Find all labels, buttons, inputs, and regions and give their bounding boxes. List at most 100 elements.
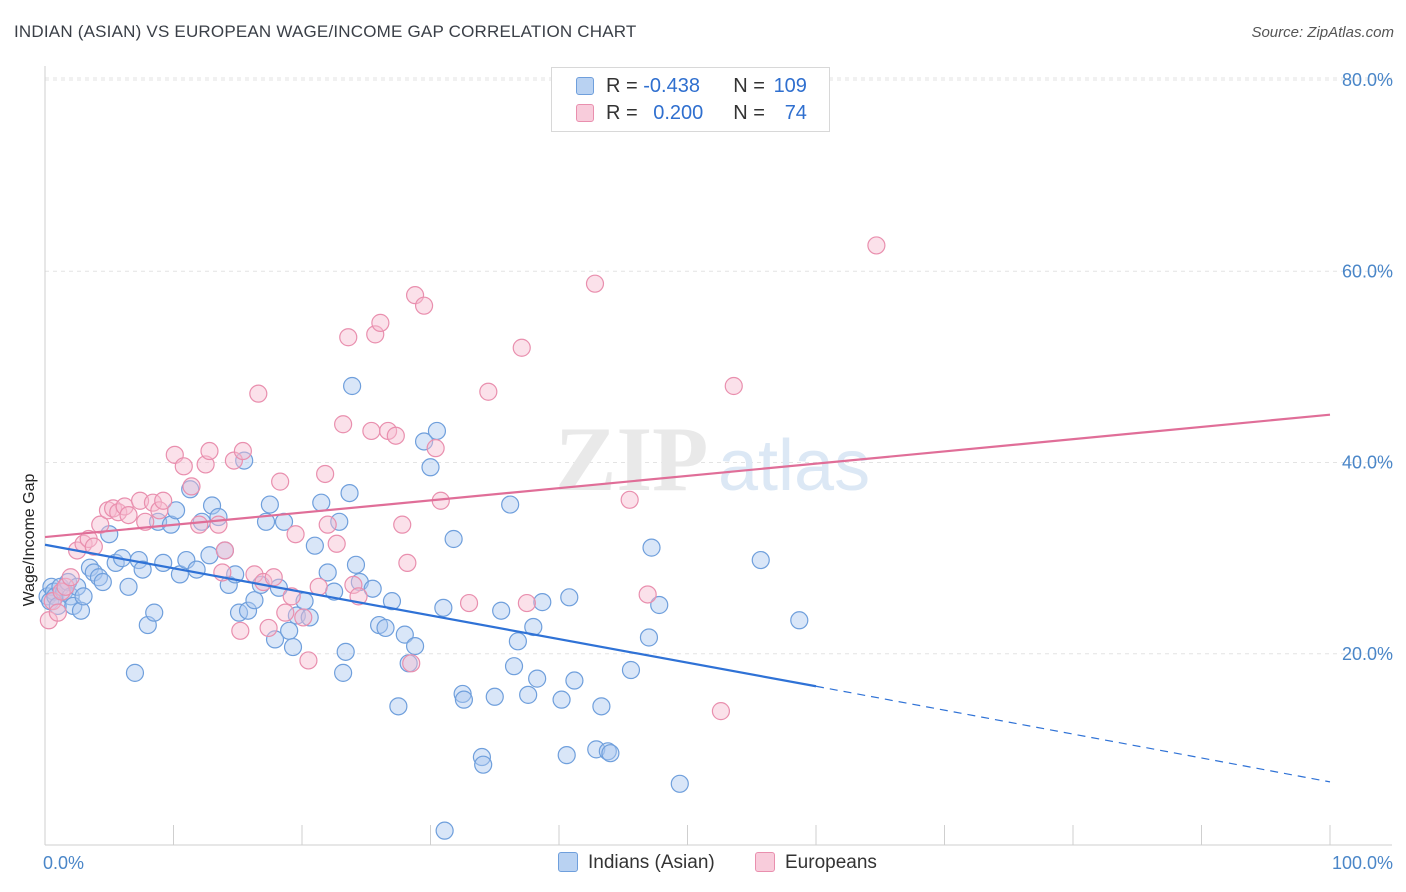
- point-europeans: [215, 541, 234, 560]
- point-indians-asian: [504, 657, 524, 676]
- point-indians-asian: [389, 697, 408, 716]
- point-indians-asian: [305, 536, 324, 555]
- watermark: ZIPatlas: [555, 408, 870, 510]
- legend-r-value: 0.200: [653, 102, 704, 124]
- point-europeans: [249, 384, 268, 403]
- point-europeans: [316, 464, 335, 484]
- legend-item-europeans[interactable]: Europeans: [755, 852, 877, 874]
- watermark-zip: ZIP: [555, 408, 708, 510]
- point-indians-asian: [340, 484, 359, 503]
- point-indians-asian: [238, 601, 258, 620]
- point-europeans: [282, 587, 301, 606]
- point-europeans: [264, 568, 283, 587]
- point-indians-asian: [119, 577, 138, 596]
- point-europeans: [182, 477, 201, 496]
- point-indians-asian: [125, 663, 145, 682]
- legend-item-indians[interactable]: Indians (Asian): [558, 852, 715, 874]
- legend-n-value: 109: [773, 75, 807, 97]
- legend-n-value: 74: [784, 102, 807, 124]
- point-europeans: [398, 553, 417, 573]
- point-indians-asian: [485, 687, 504, 706]
- trend-line-indians-asian-extrapolated: [815, 685, 1331, 783]
- point-indians-asian: [790, 611, 809, 630]
- trend-line-indians-asian: [44, 543, 817, 688]
- point-europeans: [91, 515, 110, 534]
- legend-n-label: N =: [733, 75, 765, 97]
- point-indians-asian: [414, 432, 434, 451]
- point-europeans: [196, 455, 215, 474]
- point-europeans: [286, 525, 305, 544]
- point-europeans: [711, 702, 731, 721]
- legend-r-label: R =: [606, 102, 638, 124]
- point-europeans: [299, 651, 318, 670]
- point-indians-asian: [587, 740, 606, 759]
- point-indians-asian: [552, 690, 571, 709]
- point-europeans: [150, 501, 169, 520]
- legend-n-label: N =: [733, 102, 765, 124]
- point-europeans: [200, 441, 219, 461]
- point-indians-asian: [336, 642, 355, 661]
- point-europeans: [56, 577, 75, 596]
- point-indians-asian: [454, 690, 474, 709]
- point-europeans: [344, 575, 363, 595]
- point-indians-asian: [557, 746, 576, 765]
- point-indians-asian: [533, 593, 552, 612]
- point-indians-asian: [592, 697, 611, 716]
- point-indians-asian: [133, 560, 152, 579]
- point-europeans: [190, 515, 209, 534]
- point-indians-asian: [405, 636, 425, 656]
- point-indians-asian: [235, 451, 254, 470]
- point-europeans: [620, 490, 639, 509]
- point-europeans: [309, 577, 328, 596]
- point-indians-asian: [639, 628, 659, 647]
- point-indians-asian: [300, 608, 319, 627]
- point-europeans: [724, 376, 743, 396]
- point-indians-asian: [154, 553, 173, 573]
- point-europeans: [61, 568, 80, 587]
- point-indians-asian: [528, 669, 547, 688]
- point-indians-asian: [74, 587, 93, 606]
- y-tick-label: 60.0%: [1342, 261, 1393, 281]
- point-europeans: [339, 328, 358, 347]
- point-indians-asian: [363, 579, 382, 598]
- legend-row-indians: R = -0.438 N = 109: [576, 75, 807, 99]
- point-indians-asian: [670, 774, 689, 793]
- point-europeans: [318, 515, 337, 534]
- point-europeans: [366, 325, 385, 344]
- point-indians-asian: [598, 742, 617, 761]
- point-europeans: [393, 515, 412, 534]
- point-indians-asian: [601, 744, 620, 763]
- x-tick-label: 100.0%: [1332, 853, 1393, 873]
- point-europeans: [154, 491, 173, 510]
- point-europeans: [276, 603, 295, 622]
- legend-swatch-pink: [755, 852, 775, 872]
- legend-r-value: -0.438: [643, 75, 700, 97]
- point-europeans: [334, 415, 353, 434]
- stats-legend: R = -0.438 N = 109 R = 0.200 N = 74: [551, 67, 830, 132]
- y-tick-label: 80.0%: [1342, 70, 1393, 90]
- legend-swatch-pink: [576, 104, 594, 122]
- point-indians-asian: [508, 632, 527, 651]
- point-indians-asian: [434, 598, 453, 617]
- point-indians-asian: [453, 684, 472, 704]
- point-europeans: [174, 457, 193, 476]
- point-europeans: [371, 313, 390, 332]
- point-europeans: [517, 593, 536, 613]
- point-indians-asian: [376, 618, 395, 638]
- point-indians-asian: [642, 538, 661, 557]
- point-indians-asian: [560, 588, 579, 607]
- point-europeans: [294, 608, 313, 627]
- point-europeans: [867, 236, 886, 255]
- point-indians-asian: [71, 601, 91, 620]
- legend-label-indians: Indians (Asian): [588, 852, 715, 873]
- point-indians-asian: [245, 591, 264, 610]
- point-indians-asian: [346, 555, 366, 574]
- point-europeans: [231, 621, 250, 640]
- point-indians-asian: [435, 821, 454, 840]
- legend-label-europeans: Europeans: [785, 852, 877, 873]
- point-indians-asian: [260, 495, 279, 514]
- point-indians-asian: [334, 663, 353, 682]
- x-tick-label: 0.0%: [43, 853, 84, 873]
- point-indians-asian: [265, 630, 285, 649]
